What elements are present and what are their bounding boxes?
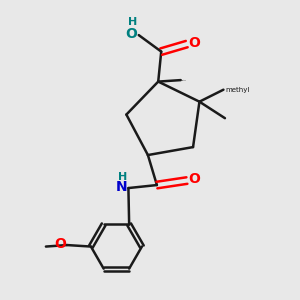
Text: H: H (128, 16, 137, 27)
Text: methyl: methyl (225, 87, 249, 93)
Text: O: O (188, 36, 200, 50)
Text: O: O (125, 27, 137, 40)
Text: N: N (115, 180, 127, 194)
Text: O: O (54, 238, 66, 251)
Text: H: H (118, 172, 127, 182)
Text: methyl: methyl (182, 80, 187, 81)
Text: O: O (188, 172, 200, 186)
